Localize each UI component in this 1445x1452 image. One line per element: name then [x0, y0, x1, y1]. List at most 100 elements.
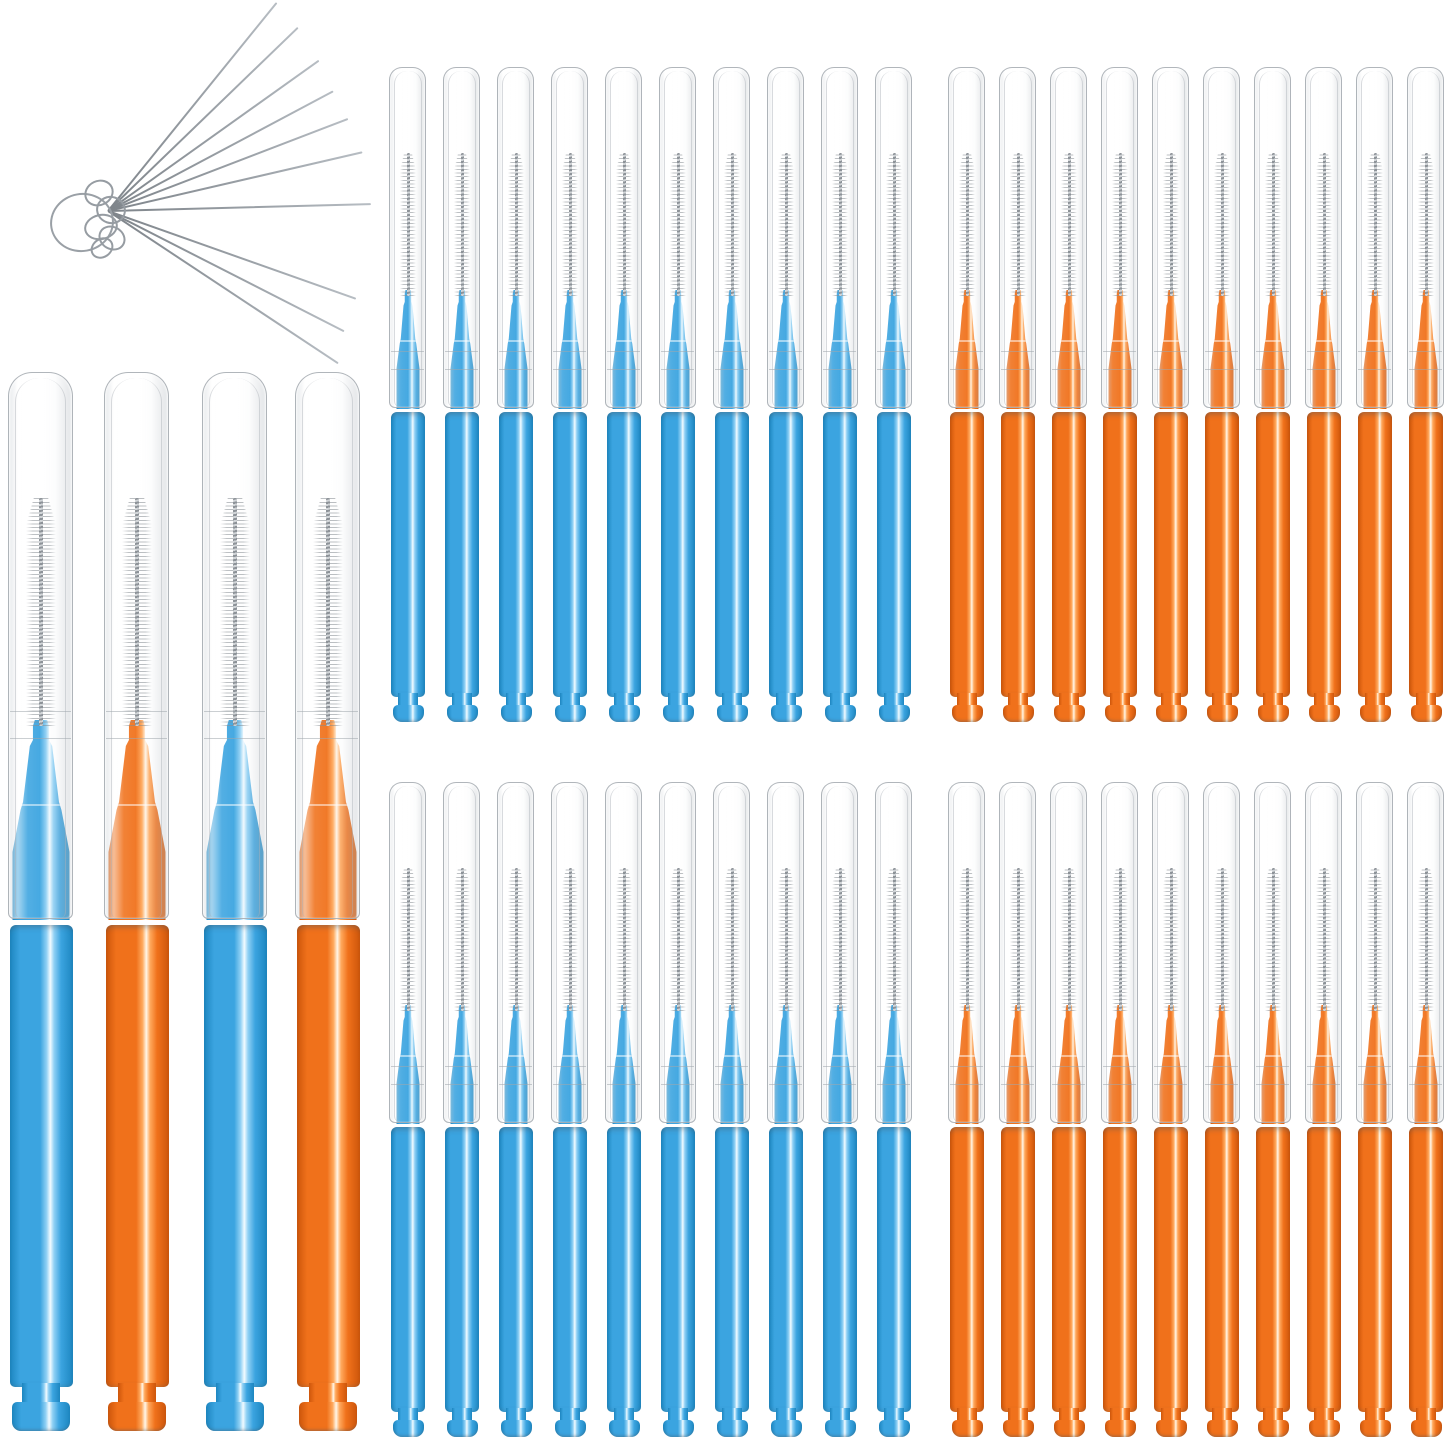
brush-foot — [1308, 1408, 1340, 1437]
brush-clear-cap — [1407, 782, 1444, 1123]
cap-mold-rings — [1154, 1066, 1187, 1085]
brush-foot — [554, 1408, 586, 1437]
brush-foot — [824, 1408, 856, 1437]
brush-bristle-wire — [454, 868, 470, 1011]
brush-foot — [951, 1408, 983, 1437]
interdental-brush-blue — [605, 782, 643, 1437]
brush-foot — [1410, 1408, 1442, 1437]
brush-clear-cap — [821, 782, 858, 1123]
interdental-brush-blue — [659, 782, 697, 1437]
brush-bristle-wire — [400, 868, 416, 1011]
cap-mold-rings — [1256, 1066, 1289, 1085]
interdental-brush-blue — [497, 782, 535, 1437]
cap-mold-rings — [445, 1066, 478, 1085]
brush-foot — [1257, 1408, 1289, 1437]
interdental-brush-orange — [1356, 782, 1394, 1437]
brush-clear-cap — [497, 782, 534, 1123]
brush-bristle-wire — [1265, 868, 1281, 1011]
brush-handle — [499, 1127, 533, 1412]
brush-bristle-wire — [959, 868, 975, 1011]
brush-foot — [1359, 1408, 1391, 1437]
brush-clear-cap — [1203, 782, 1240, 1123]
brush-clear-cap — [659, 782, 696, 1123]
brush-handle — [1103, 1127, 1137, 1412]
brush-bristle-wire — [778, 868, 794, 1011]
brush-foot — [1053, 1408, 1085, 1437]
interdental-brush-orange — [999, 782, 1037, 1437]
brush-clear-cap — [551, 782, 588, 1123]
cap-mold-rings — [1052, 1066, 1085, 1085]
brush-foot — [500, 1408, 532, 1437]
brush-handle — [1052, 1127, 1086, 1412]
interdental-brush-orange — [1407, 782, 1445, 1437]
interdental-brush-blue — [443, 782, 481, 1437]
brush-foot — [716, 1408, 748, 1437]
brush-handle — [715, 1127, 749, 1412]
brush-handle — [877, 1127, 911, 1412]
brush-bristle-wire — [1316, 868, 1332, 1011]
cap-mold-rings — [823, 1066, 856, 1085]
brush-clear-cap — [713, 782, 750, 1123]
cap-mold-rings — [499, 1066, 532, 1085]
brush-cone-tip — [1057, 1005, 1081, 1124]
brush-handle — [1154, 1127, 1188, 1412]
brush-cone-tip — [396, 1005, 420, 1124]
brush-bristle-wire — [1112, 868, 1128, 1011]
brush-handle — [391, 1127, 425, 1412]
brush-foot — [770, 1408, 802, 1437]
brush-cone-tip — [558, 1005, 582, 1124]
interdental-brush-orange — [1305, 782, 1343, 1437]
brush-cone-tip — [1261, 1005, 1285, 1124]
brush-bristle-wire — [508, 868, 524, 1011]
brush-clear-cap — [948, 782, 985, 1123]
brush-cone-tip — [1363, 1005, 1387, 1124]
brush-handle — [950, 1127, 984, 1412]
brush-bristle-wire — [670, 868, 686, 1011]
brush-foot — [608, 1408, 640, 1437]
brush-cone-tip — [1414, 1005, 1438, 1124]
brush-foot — [1155, 1408, 1187, 1437]
brush-clear-cap — [1254, 782, 1291, 1123]
brush-clear-cap — [1101, 782, 1138, 1123]
brush-foot — [1104, 1408, 1136, 1437]
cap-mold-rings — [553, 1066, 586, 1085]
brush-foot — [662, 1408, 694, 1437]
brush-clear-cap — [1356, 782, 1393, 1123]
cap-mold-rings — [1205, 1066, 1238, 1085]
brush-bristle-wire — [724, 868, 740, 1011]
brush-cone-tip — [828, 1005, 852, 1124]
cap-mold-rings — [877, 1066, 910, 1085]
brush-foot — [446, 1408, 478, 1437]
brush-handle — [1256, 1127, 1290, 1412]
brush-clear-cap — [443, 782, 480, 1123]
brush-clear-cap — [767, 782, 804, 1123]
brush-handle — [1358, 1127, 1392, 1412]
interdental-brush-blue — [551, 782, 589, 1437]
brush-cone-tip — [720, 1005, 744, 1124]
brush-bristle-wire — [1367, 868, 1383, 1011]
brush-foot — [392, 1408, 424, 1437]
brush-cone-tip — [1312, 1005, 1336, 1124]
brush-clear-cap — [389, 782, 426, 1123]
brush-cone-tip — [504, 1005, 528, 1124]
brush-cone-tip — [1108, 1005, 1132, 1124]
brush-handle — [823, 1127, 857, 1412]
brush-handle — [1307, 1127, 1341, 1412]
cap-mold-rings — [950, 1066, 983, 1085]
interdental-brush-blue — [821, 782, 859, 1437]
interdental-brush-orange — [1254, 782, 1292, 1437]
brush-handle — [661, 1127, 695, 1412]
brush-bristle-wire — [616, 868, 632, 1011]
brush-cone-tip — [955, 1005, 979, 1124]
cap-mold-rings — [1358, 1066, 1391, 1085]
cap-mold-rings — [1307, 1066, 1340, 1085]
brush-cone-tip — [1210, 1005, 1234, 1124]
brush-foot — [878, 1408, 910, 1437]
brush-foot — [1206, 1408, 1238, 1437]
brush-cone-tip — [774, 1005, 798, 1124]
brush-clear-cap — [875, 782, 912, 1123]
cap-mold-rings — [1001, 1066, 1034, 1085]
brush-cone-tip — [882, 1005, 906, 1124]
brush-handle — [1409, 1127, 1443, 1412]
interdental-brush-orange — [1050, 782, 1088, 1437]
